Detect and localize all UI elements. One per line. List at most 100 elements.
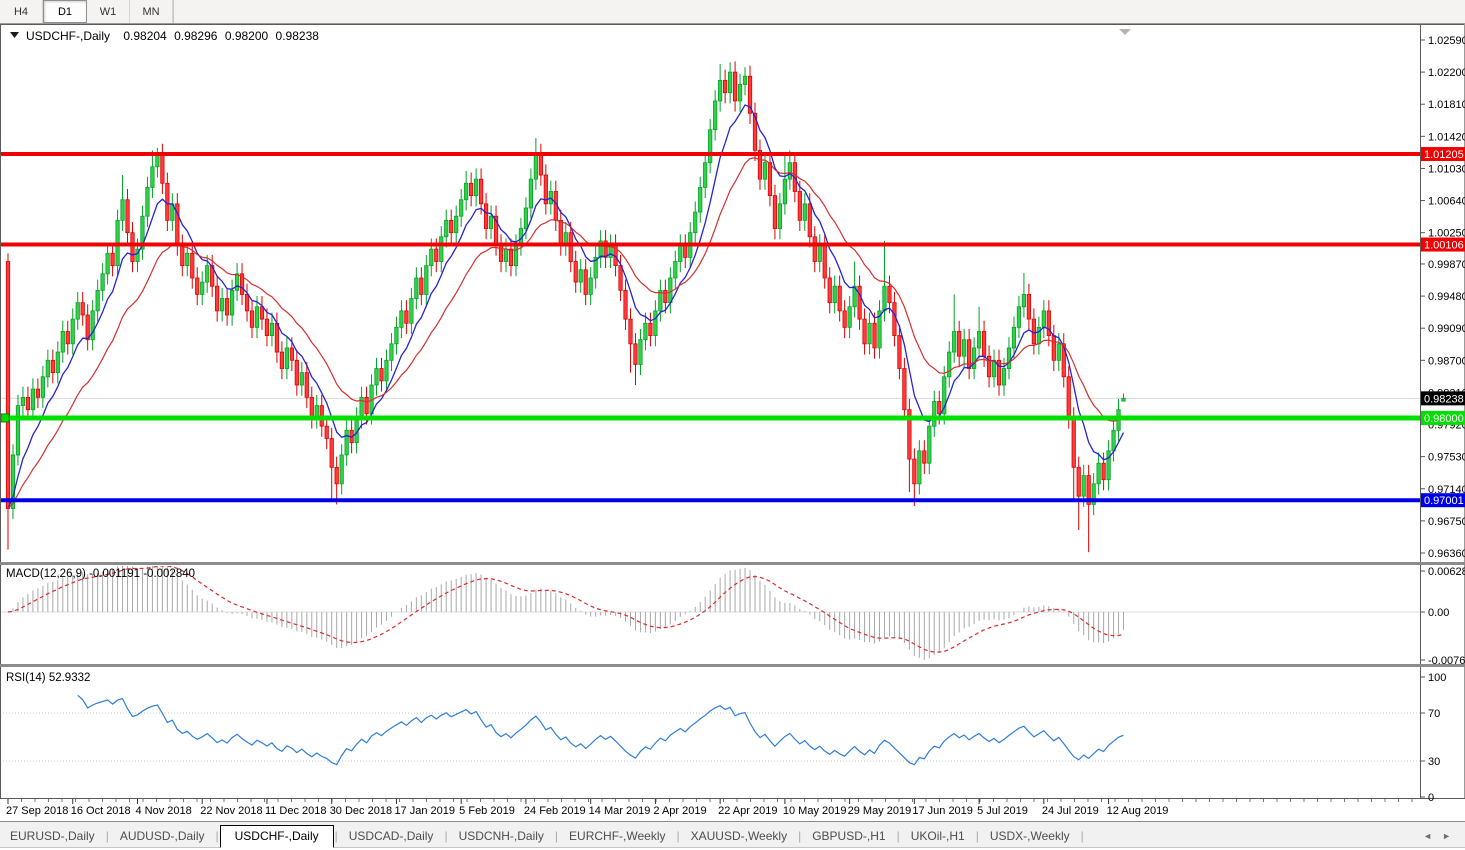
svg-text:1.00106: 1.00106 <box>1424 240 1464 252</box>
date-tick: 2 Apr 2019 <box>653 805 706 817</box>
tab-scroll-right-icon[interactable]: ► <box>1442 831 1451 841</box>
chart-tab-xauusd-weekly[interactable]: XAUUSD-,Weekly <box>690 829 788 843</box>
date-tick: 17 Jun 2019 <box>912 805 973 817</box>
quote-close: 0.98238 <box>276 29 320 43</box>
price-tick: 1.02200 <box>1428 67 1465 79</box>
price-axis[interactable]: 1.02590 1.02200 1.01810 1.01420 1.01030 1.006… <box>1420 35 1465 804</box>
price-tick: 1.01810 <box>1428 99 1465 111</box>
price-tick: 70 <box>1428 708 1440 720</box>
price-tick: 30 <box>1428 756 1440 768</box>
date-tick: 10 May 2019 <box>783 805 847 817</box>
date-tick: 4 Nov 2018 <box>135 805 191 817</box>
date-axis[interactable]: 27 Sep 2018 16 Oct 2018 4 Nov 2018 22 Nov 2… <box>6 799 1413 817</box>
date-tick: 22 Nov 2018 <box>200 805 262 817</box>
svg-text:USDCHF-,Daily 0.98204: USDCHF-,Daily 0.98204 0.98296 0.98200 0.… <box>26 29 319 43</box>
chart-tab-ukoil-h1[interactable]: UKOil-,H1 <box>910 829 965 843</box>
chart-tab-usdx-weekly[interactable]: USDX-,Weekly <box>989 829 1070 843</box>
svg-text:0.98238: 0.98238 <box>1424 393 1464 405</box>
date-tick: 30 Dec 2018 <box>330 805 392 817</box>
macd-label: MACD(12,26,9) -0.001191 -0.002840 <box>6 568 195 580</box>
date-tick: 16 Oct 2018 <box>71 805 131 817</box>
price-tick: 1.00640 <box>1428 196 1465 208</box>
tab-separator: | <box>798 829 802 843</box>
chart-title-symbol: USDCHF-,Daily <box>26 29 110 43</box>
price-tick: 0.98700 <box>1428 355 1465 367</box>
splitter-macd-rsi[interactable] <box>0 664 1465 667</box>
macd-pane[interactable] <box>0 563 1420 660</box>
price-tick: 0.96750 <box>1428 516 1465 528</box>
chart-tab-eurusd-daily[interactable]: EURUSD-,Daily <box>10 829 95 843</box>
chart-tab-usdcad-daily[interactable]: USDCAD-,Daily <box>348 829 434 843</box>
timeframe-button-d1[interactable]: D1 <box>43 0 87 23</box>
chart-tab-usdcnh-daily[interactable]: USDCNH-,Daily <box>458 829 544 843</box>
tab-separator: | <box>975 829 979 843</box>
chart-tab-bar: EURUSD-,Daily | AUDUSD-,Daily | USDCHF-,Dail… <box>0 821 1465 848</box>
price-tick: 0.006286 <box>1428 566 1465 578</box>
chart-tab-usdchf-daily[interactable]: USDCHF-,Daily <box>219 825 334 848</box>
svg-text:0.97001: 0.97001 <box>1424 495 1464 507</box>
date-tick: 14 Mar 2019 <box>589 805 651 817</box>
price-tick: 0.99090 <box>1428 323 1465 335</box>
tab-separator: | <box>676 829 680 843</box>
tab-separator: | <box>1080 829 1084 843</box>
price-tick: 1.00250 <box>1428 228 1465 240</box>
hline-price-badge: 1.00106 <box>1421 237 1465 252</box>
quote-high: 0.98296 <box>174 29 218 43</box>
tab-separator: | <box>444 829 448 843</box>
price-tick: 1.01420 <box>1428 131 1465 143</box>
tab-separator: | <box>334 829 338 843</box>
date-tick: 5 Feb 2019 <box>459 805 515 817</box>
quote-low: 0.98200 <box>225 29 269 43</box>
horizontal-lines[interactable] <box>0 152 1420 503</box>
rsi-label: RSI(14) 52.9332 <box>6 672 90 684</box>
price-tick: 0.96360 <box>1428 548 1465 560</box>
hline-handle[interactable] <box>0 413 10 423</box>
chart-tab-eurchf-weekly[interactable]: EURCHF-,Weekly <box>569 829 666 843</box>
candlesticks <box>5 61 1126 553</box>
date-tick: 17 Jan 2019 <box>394 805 455 817</box>
tab-separator: | <box>105 829 109 843</box>
price-tick: 0.97140 <box>1428 484 1465 496</box>
splitter-main-macd[interactable] <box>0 562 1465 565</box>
date-tick: 24 Feb 2019 <box>524 805 586 817</box>
price-tick: 0.99480 <box>1428 291 1465 303</box>
autoscroll-marker-icon[interactable] <box>1119 29 1131 35</box>
hline-price-badge: 0.98000 <box>1421 410 1465 425</box>
current-price-badge: 0.98238 <box>1421 391 1465 406</box>
date-tick: 27 Sep 2018 <box>6 805 68 817</box>
tab-separator: | <box>896 829 900 843</box>
date-tick: 29 May 2019 <box>848 805 912 817</box>
chart-tab-gbpusd-h1[interactable]: GBPUSD-,H1 <box>812 829 886 843</box>
price-tick: -0.00762 <box>1428 655 1465 667</box>
date-tick: 22 Apr 2019 <box>718 805 777 817</box>
quote-open: 0.98204 <box>123 29 167 43</box>
chart-window: USDCHF-,Daily 0.98204 0.98296 0.98200 0.… <box>0 24 1465 821</box>
tab-separator: | <box>554 829 559 843</box>
timeframe-button-h4[interactable]: H4 <box>0 0 43 23</box>
timeframe-toolbar: H4 D1 W1 MN <box>0 0 1465 24</box>
price-tick: 100 <box>1428 672 1446 684</box>
tab-scroll-left-icon[interactable]: ◄ <box>1423 831 1433 841</box>
hline-price-badge: 1.01205 <box>1421 147 1465 162</box>
chart-plot-area[interactable] <box>5 61 1126 553</box>
price-tick: 0.99870 <box>1428 259 1465 271</box>
price-tick: 0.97530 <box>1428 452 1465 464</box>
price-tick: 1.01030 <box>1428 163 1465 175</box>
chart-background <box>0 24 1465 821</box>
timeframe-button-mn[interactable]: MN <box>130 0 173 23</box>
price-tick: 0.00 <box>1428 607 1449 619</box>
symbol-dropdown-icon[interactable] <box>10 32 19 38</box>
hline-price-badge: 0.97001 <box>1421 493 1465 508</box>
price-tick: 1.02590 <box>1428 35 1465 47</box>
rsi-pane[interactable] <box>0 694 1420 766</box>
date-tick: 24 Jul 2019 <box>1042 805 1099 817</box>
date-tick: 5 Jul 2019 <box>977 805 1028 817</box>
timeframe-button-w1[interactable]: W1 <box>87 0 130 23</box>
tab-separator: | <box>215 829 219 843</box>
toolbar-spacer <box>173 0 1465 23</box>
date-tick: 11 Dec 2018 <box>265 805 327 817</box>
chart-tab-audusd-daily[interactable]: AUDUSD-,Daily <box>119 829 205 843</box>
svg-text:1.01205: 1.01205 <box>1424 149 1464 161</box>
tab-scroll-arrows: ◄ ► <box>1423 831 1465 847</box>
